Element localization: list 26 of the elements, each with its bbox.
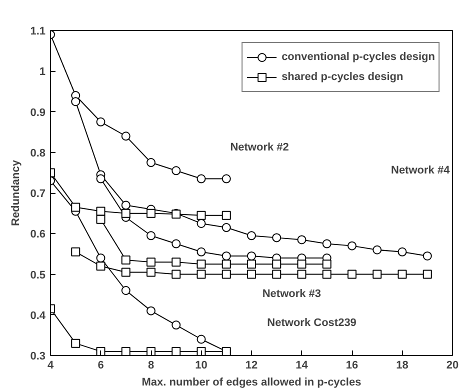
annotation: Network #2 [230, 142, 289, 154]
annotation: Network #3 [262, 288, 322, 300]
x-tick-label: 4 [47, 360, 54, 372]
y-axis-title: Redundancy [10, 159, 22, 226]
x-tick-label: 14 [296, 360, 309, 372]
y-tick-label: 1.1 [30, 26, 46, 38]
x-tick-label: 6 [98, 360, 104, 372]
y-tick-label: 0.4 [30, 310, 46, 322]
y-tick-label: 0.3 [30, 350, 46, 362]
x-tick-label: 10 [195, 360, 208, 372]
x-tick-label: 20 [446, 360, 459, 372]
y-tick-label: 0.9 [30, 106, 46, 119]
x-tick-label: 18 [396, 360, 408, 372]
legend-label: shared p-cycles design [282, 71, 404, 83]
y-tick-label: 1 [39, 66, 46, 78]
y-tick-label: 0.6 [30, 228, 46, 241]
legend-label: conventional p-cycles design [282, 51, 435, 63]
x-tick-label: 8 [148, 360, 154, 372]
y-tick-label: 0.8 [30, 147, 46, 160]
annotation: Network Cost239 [267, 317, 356, 329]
x-tick-label: 12 [245, 360, 258, 372]
y-tick-label: 0.7 [30, 188, 46, 200]
x-tick-label: 16 [346, 360, 358, 372]
x-axis-title: Max. number of edges allowed in p-cycles [142, 376, 362, 388]
y-tick-label: 0.5 [30, 269, 46, 282]
annotation: Network #4 [390, 164, 451, 176]
